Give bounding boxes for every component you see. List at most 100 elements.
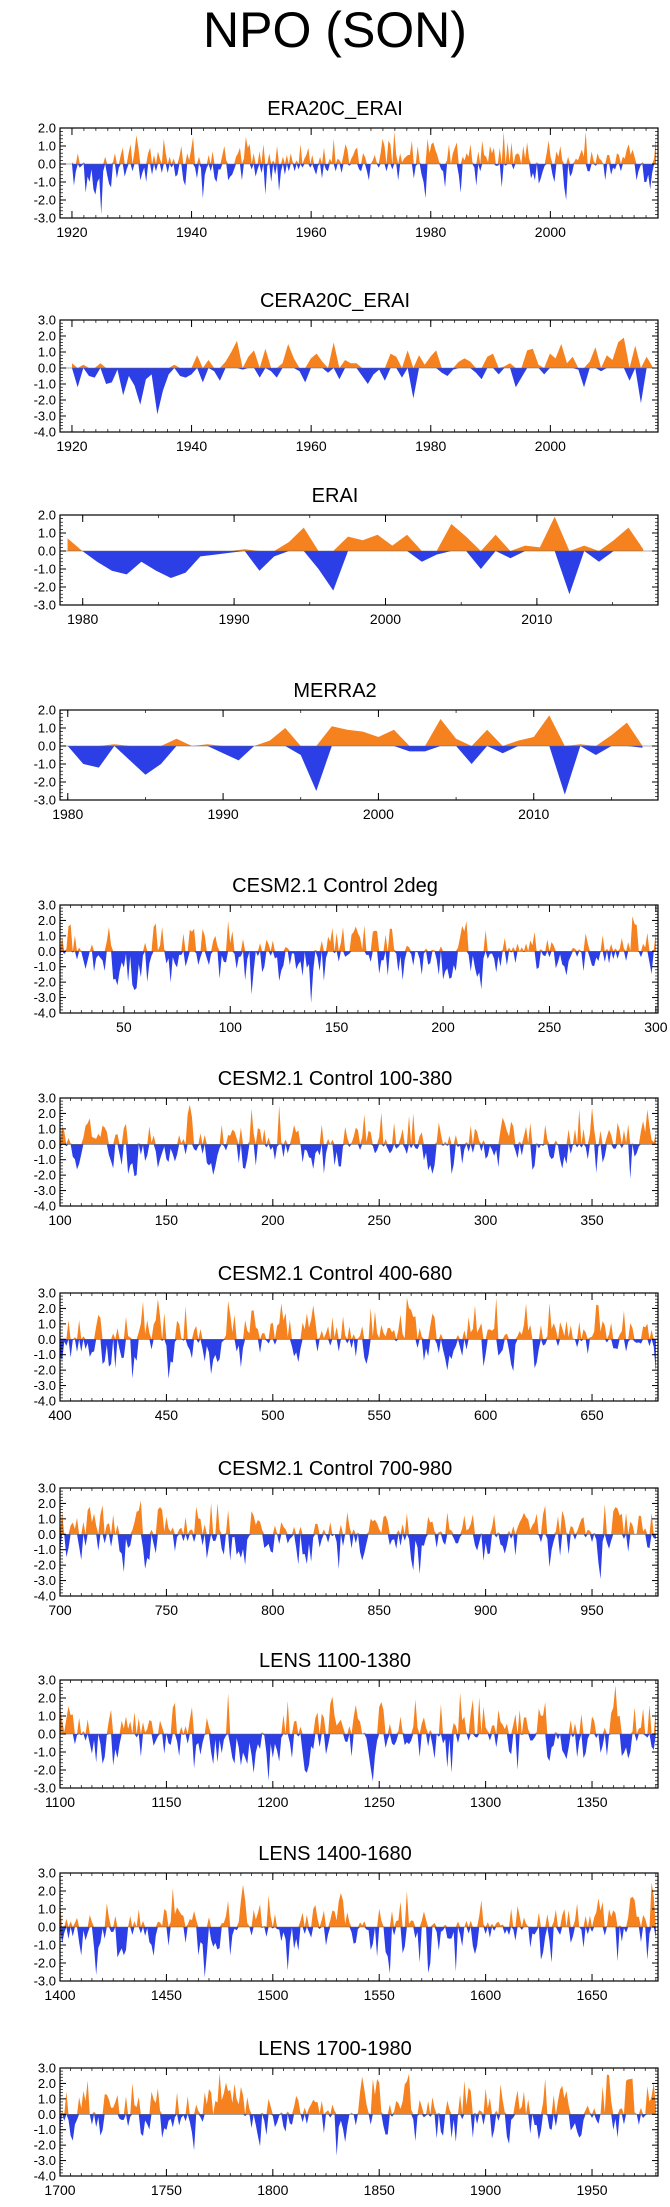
x-tick-label: 1200 [257,1794,288,1810]
y-tick-label: 1.0 [38,1316,56,1331]
y-tick-label: 0.0 [38,1920,56,1935]
y-tick-label: 0.0 [38,157,56,172]
plot-frame [59,904,659,1014]
y-tick-label: -2.0 [34,580,56,595]
chart-svg: -3.0 -2.0 -1.0 0.0 1.0 2.0 1980 1990 2000 2010 [34,703,659,822]
chart-svg: -4.0-3.0-2.0-1.00.01.02.03.0 700 750 800 850… [34,1481,659,1618]
series-positive-area [67,516,644,551]
x-tick-label: 850 [368,1602,392,1618]
series-negative-area [60,1144,656,1179]
y-tick-label: 1.0 [38,2091,56,2106]
y-tick-label: -3.0 [34,211,56,226]
series-positive-area [60,2072,656,2115]
series-negative-area [60,1534,656,1580]
x-tick-label: 1550 [364,1987,395,2003]
y-tick-label: 1.0 [38,526,56,541]
y-tick-label: 3.0 [38,1481,56,1496]
x-tick-label: 1500 [257,1987,288,2003]
chart-title: ERA20C_ERAI [267,98,403,120]
y-tick-label: 0.0 [38,544,56,559]
series-negative-area [60,1339,656,1379]
x-tick-label: 1940 [176,438,207,454]
y-tick-label: -2.0 [34,975,56,990]
y-tick-label: 3.0 [38,1673,56,1688]
y-tick-label: -1.0 [34,959,56,974]
series-positive-area [60,1500,656,1535]
x-tick-label: 250 [368,1212,392,1228]
y-tick-label: -2.0 [34,1168,56,1183]
y-tick-label: 2.0 [38,2076,56,2091]
plot-frame [59,514,659,606]
plot-frame [59,1292,659,1402]
y-tick-label: -2.0 [34,1763,56,1778]
x-tick-label: 1100 [45,1794,75,1810]
y-tick-label: 2.0 [38,121,56,136]
plot-frame [59,127,659,219]
chart-panel-9: LENS 1100-1380 -3.0 -2.0 -1.0 0.0 1.0 2.0 3.0 11… [0,1650,670,1818]
y-tick-label: 3.0 [38,313,56,328]
chart-svg: -4.0-3.0-2.0-1.00.01.02.03.0 1920 1940 1960… [34,313,659,454]
y-tick-label: -2.0 [34,1956,56,1971]
y-tick-label: 1.0 [38,1511,56,1526]
series-positive-area [60,1685,656,1734]
y-tick-label: 2.0 [38,329,56,344]
series-positive-area [60,1882,656,1927]
plot-frame [59,709,659,801]
chart-svg: -4.0-3.0-2.0-1.00.01.02.03.0 1700 1750 1800… [34,2061,659,2198]
y-tick-label: 2.0 [38,703,56,718]
chart-svg: -3.0 -2.0 -1.0 0.0 1.0 2.0 3.0 1400 1450 1500 1550… [34,1866,659,2003]
x-tick-label: 1300 [470,1794,501,1810]
y-tick-label: -4.0 [34,1589,56,1604]
plot-frame [59,2067,659,2177]
chart-title: MERRA2 [293,680,377,702]
chart-panel-3: ERAI -3.0 -2.0 -1.0 0.0 1.0 2.0 1980 1990 2000 201… [0,485,670,635]
x-tick-label: 2000 [370,611,401,627]
chart-panel-6: CESM2.1 Control 100-380 -4.0 -3.0 -2.0 -1.0 0… [0,1068,670,1236]
chart-panel-10: LENS 1400-1680 -3.0 -2.0 -1.0 0.0 1.0 2.0 3.0 14… [0,1843,670,2011]
x-tick-label: 2000 [363,806,394,822]
series-negative-area [60,2114,656,2156]
series-negative-area [60,1734,656,1782]
y-tick-label: 3.0 [38,898,56,913]
chart-title: CESM2.1 Control 700-980 [217,1458,453,1480]
y-tick-label: -1.0 [34,377,56,392]
series-positive-area [71,131,657,164]
chart-panel-5: CESM2.1 Control 2deg -4.0 -3.0 -2.0 -1.0 0.0 1… [0,875,670,1043]
chart-svg: -4.0-3.0-2.0-1.00.01.02.03.0 400 450 500 550… [34,1286,659,1423]
x-tick-label: 150 [325,1019,349,1035]
y-tick-label: 2.0 [38,508,56,523]
x-tick-label: 1980 [415,224,446,240]
series-positive-area [60,1297,656,1340]
chart-panel-7: CESM2.1 Control 400-680 -4.0 -3.0 -2.0 -1.0 0… [0,1263,670,1431]
y-tick-label: -1.0 [34,1938,56,1953]
y-tick-label: 2.0 [38,913,56,928]
y-tick-label: -4.0 [34,1394,56,1409]
x-tick-label: 1940 [176,224,207,240]
x-tick-label: 100 [48,1212,72,1228]
chart-title: LENS 1100-1380 [259,1650,411,1672]
plot-frame [59,1097,659,1207]
y-tick-label: -2.0 [34,775,56,790]
series-negative-area [60,1927,656,1978]
y-tick-label: -3.0 [34,409,56,424]
y-tick-label: -4.0 [34,1006,56,1021]
series-negative-area [67,551,644,595]
y-tick-label: 0.0 [38,1527,56,1542]
x-tick-label: 750 [155,1602,179,1618]
chart-title: CESM2.1 Control 400-680 [217,1263,453,1285]
x-tick-label: 950 [580,1602,604,1618]
y-tick-label: -3.0 [34,1183,56,1198]
chart-svg: -3.0 -2.0 -1.0 0.0 1.0 2.0 1980 1990 2000 2010 [34,508,659,627]
x-tick-label: 1990 [208,806,239,822]
y-tick-label: 0.0 [38,1137,56,1152]
x-tick-label: 1960 [296,438,327,454]
y-tick-label: 1.0 [38,1121,56,1136]
chart-panel-11: LENS 1700-1980 -4.0 -3.0 -2.0 -1.0 0.0 1.0 2.0 3… [0,2038,670,2206]
y-tick-label: -3.0 [34,1974,56,1989]
y-tick-label: -2.0 [34,2138,56,2153]
y-tick-label: -1.0 [34,2122,56,2137]
x-tick-label: 1920 [56,224,87,240]
series-positive-area [60,916,656,952]
chart-title: ERAI [311,485,359,507]
y-tick-label: -1.0 [34,1152,56,1167]
